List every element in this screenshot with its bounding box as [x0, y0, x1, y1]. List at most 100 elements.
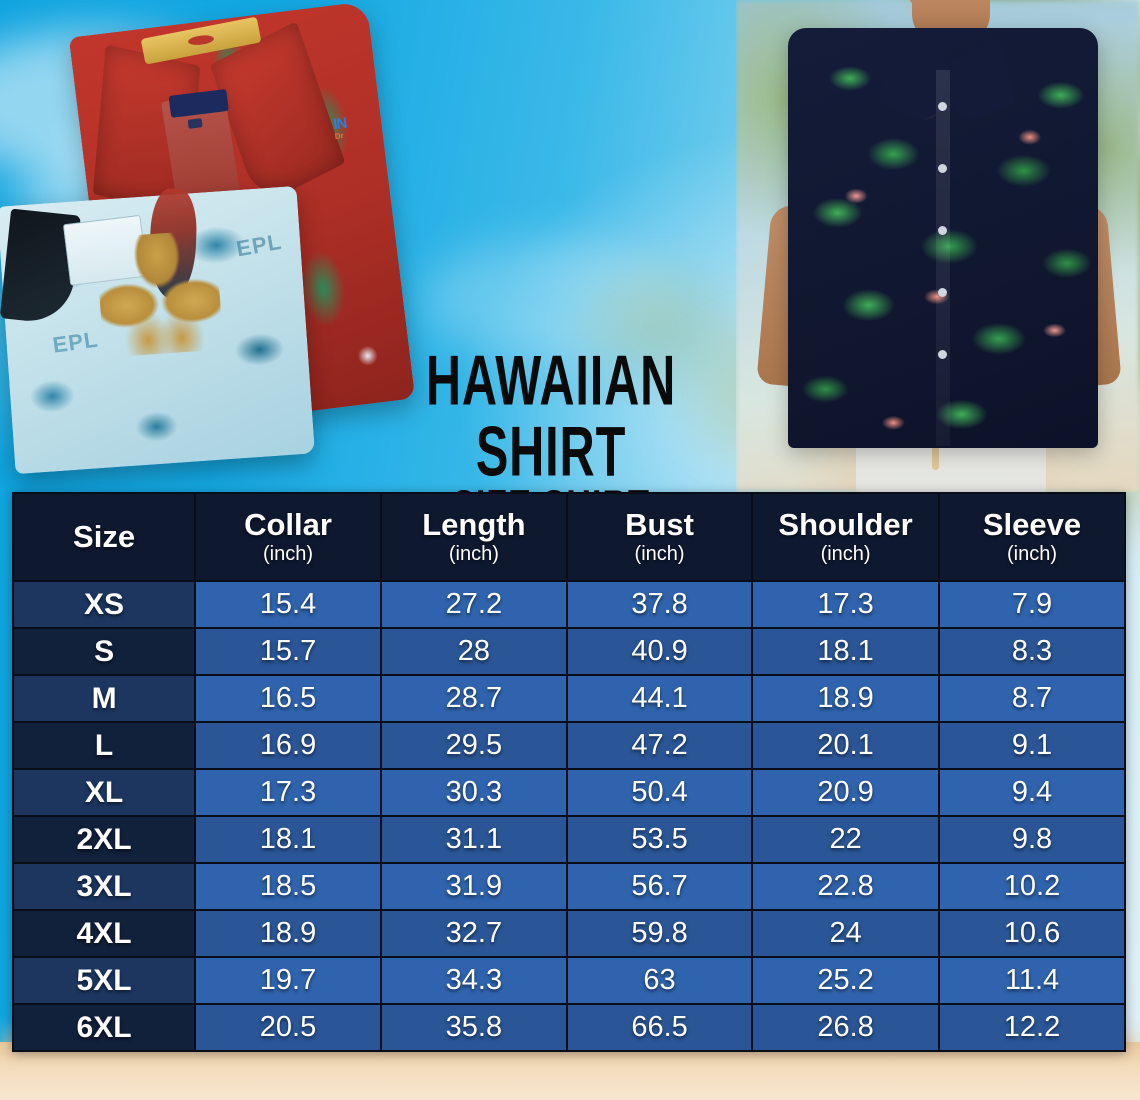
cell-shoulder: 26.8 — [753, 1005, 938, 1050]
table-row: XL 17.3 30.3 50.4 20.9 9.4 — [14, 770, 1124, 815]
cell-bust: 53.5 — [567, 817, 752, 862]
cell-collar: 19.7 — [196, 958, 380, 1003]
cell-length: 35.8 — [381, 1005, 566, 1050]
cell-bust: 47.2 — [567, 723, 752, 768]
cell-shoulder: 17.3 — [753, 582, 938, 627]
table-row: M 16.5 28.7 44.1 18.9 8.7 — [14, 676, 1124, 721]
cell-bust: 44.1 — [567, 676, 752, 721]
table-row: 4XL 18.9 32.7 59.8 24 10.6 — [14, 911, 1124, 956]
cell-sleeve: 11.4 — [939, 958, 1124, 1003]
cell-bust: 63 — [567, 958, 752, 1003]
cell-size: 3XL — [14, 864, 195, 909]
shirt-button — [938, 102, 947, 111]
column-header-collar: Collar (inch) — [196, 494, 380, 580]
cell-collar: 18.1 — [196, 817, 380, 862]
cell-collar: 15.7 — [196, 629, 380, 674]
cell-length: 32.7 — [381, 911, 566, 956]
column-header-label: Length — [422, 507, 526, 543]
cell-collar: 18.9 — [196, 911, 380, 956]
cell-length: 27.2 — [381, 582, 566, 627]
table-row: 5XL 19.7 34.3 63 25.2 11.4 — [14, 958, 1124, 1003]
cell-length: 28.7 — [381, 676, 566, 721]
cloud — [420, 240, 680, 360]
cell-sleeve: 10.6 — [939, 911, 1124, 956]
cell-collar: 16.5 — [196, 676, 380, 721]
cell-collar: 20.5 — [196, 1005, 380, 1050]
cell-sleeve: 7.9 — [939, 582, 1124, 627]
cell-length: 30.3 — [381, 770, 566, 815]
column-header-size: Size — [14, 494, 195, 580]
cell-length: 28 — [381, 629, 566, 674]
table-row: 2XL 18.1 31.1 53.5 22 9.8 — [14, 817, 1124, 862]
cell-sleeve: 9.1 — [939, 723, 1124, 768]
cell-shoulder: 24 — [753, 911, 938, 956]
cell-size: 4XL — [14, 911, 195, 956]
red-shirt-brand-badge: IN Dr — [332, 111, 378, 154]
column-header-length: Length (inch) — [381, 494, 566, 580]
column-header-sleeve: Sleeve (inch) — [939, 494, 1124, 580]
cell-shoulder: 18.9 — [753, 676, 938, 721]
column-header-unit: (inch) — [448, 542, 499, 565]
column-header-unit: (inch) — [262, 542, 313, 565]
column-header-unit: (inch) — [1006, 542, 1057, 565]
cell-collar: 16.9 — [196, 723, 380, 768]
column-header-unit: (inch) — [634, 542, 685, 565]
cell-sleeve: 10.2 — [939, 864, 1124, 909]
cell-size: 5XL — [14, 958, 195, 1003]
cell-shoulder: 25.2 — [753, 958, 938, 1003]
blue-shirt-print-text: EPL — [51, 326, 100, 358]
model-photo — [736, 0, 1140, 492]
column-header-unit: (inch) — [820, 542, 871, 565]
cell-sleeve: 8.3 — [939, 629, 1124, 674]
shirt-button — [938, 288, 947, 297]
table-row: S 15.7 28 40.9 18.1 8.3 — [14, 629, 1124, 674]
cell-sleeve: 12.2 — [939, 1005, 1124, 1050]
cell-size: 2XL — [14, 817, 195, 862]
blue-hawaiian-shirt: EPL EPL — [0, 185, 315, 475]
cell-collar: 15.4 — [196, 582, 380, 627]
column-header-label: Collar — [244, 507, 332, 543]
cell-sleeve: 9.4 — [939, 770, 1124, 815]
cell-sleeve: 9.8 — [939, 817, 1124, 862]
column-header-label: Shoulder — [778, 507, 913, 543]
table-row: XS 15.4 27.2 37.8 17.3 7.9 — [14, 582, 1124, 627]
blue-shirt-print-text: EPL — [234, 228, 285, 262]
cell-size: 6XL — [14, 1005, 195, 1050]
cell-bust: 56.7 — [567, 864, 752, 909]
cell-shoulder: 20.9 — [753, 770, 938, 815]
cell-sleeve: 8.7 — [939, 676, 1124, 721]
cell-length: 34.3 — [381, 958, 566, 1003]
cell-shoulder: 22.8 — [753, 864, 938, 909]
cell-size: XS — [14, 582, 195, 627]
cell-shoulder: 18.1 — [753, 629, 938, 674]
cell-bust: 40.9 — [567, 629, 752, 674]
table-body: XS 15.4 27.2 37.8 17.3 7.9 S 15.7 28 40.9 18.1 8.3 M… — [14, 582, 1124, 1050]
palm-foliage-blur — [560, 250, 760, 400]
cell-length: 31.1 — [381, 817, 566, 862]
cell-shoulder: 22 — [753, 817, 938, 862]
cell-size: S — [14, 629, 195, 674]
red-shirt-size-label — [187, 118, 203, 129]
table-header-row: Size Collar (inch) Length (inch) Bust (i… — [14, 494, 1124, 580]
shirt-button — [938, 164, 947, 173]
cell-bust: 37.8 — [567, 582, 752, 627]
table-row: 6XL 20.5 35.8 66.5 26.8 12.2 — [14, 1005, 1124, 1050]
table-header: Size Collar (inch) Length (inch) Bust (i… — [14, 494, 1124, 580]
model-shirt-collar-right — [942, 38, 1016, 128]
column-header-bust: Bust (inch) — [567, 494, 752, 580]
column-header-label: Sleeve — [982, 507, 1082, 543]
shirt-button — [938, 226, 947, 235]
cell-shoulder: 20.1 — [753, 723, 938, 768]
shirt-button — [938, 350, 947, 359]
cell-size: XL — [14, 770, 195, 815]
table-row: L 16.9 29.5 47.2 20.1 9.1 — [14, 723, 1124, 768]
size-chart-table: Size Collar (inch) Length (inch) Bust (i… — [12, 492, 1126, 1052]
table-row: 3XL 18.5 31.9 56.7 22.8 10.2 — [14, 864, 1124, 909]
cell-bust: 50.4 — [567, 770, 752, 815]
column-header-label: Bust — [625, 507, 694, 543]
cell-length: 29.5 — [381, 723, 566, 768]
cell-bust: 66.5 — [567, 1005, 752, 1050]
butterfly-hibiscus-motif — [95, 229, 224, 358]
cell-bust: 59.8 — [567, 911, 752, 956]
cell-size: L — [14, 723, 195, 768]
